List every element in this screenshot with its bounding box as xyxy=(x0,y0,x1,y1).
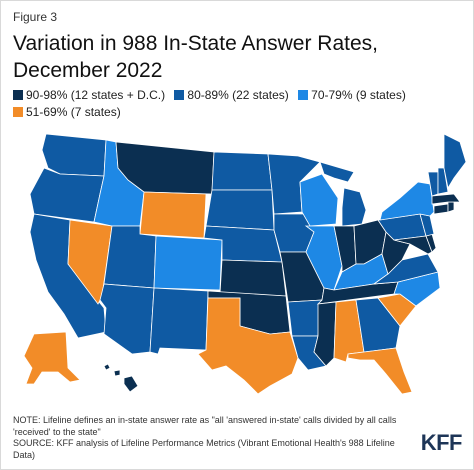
state-nd[interactable] xyxy=(211,151,273,191)
state-ny[interactable] xyxy=(379,181,435,221)
state-fl[interactable] xyxy=(347,347,413,395)
legend-label: 51-69% (7 states) xyxy=(26,105,121,119)
legend-label: 80-89% (22 states) xyxy=(187,88,289,102)
state-co[interactable] xyxy=(153,235,223,291)
state-sd[interactable] xyxy=(205,189,275,231)
state-ct[interactable] xyxy=(433,203,449,215)
legend-item-80-89: 80-89% (22 states) xyxy=(174,87,289,104)
state-hi[interactable] xyxy=(103,363,139,393)
state-wa[interactable] xyxy=(41,133,107,177)
state-nh[interactable] xyxy=(437,167,449,195)
state-or[interactable] xyxy=(29,167,105,223)
figure-label: Figure 3 xyxy=(13,10,58,24)
state-ga[interactable] xyxy=(355,297,401,353)
source-text: SOURCE: KFF analysis of Lifeline Perform… xyxy=(13,438,395,460)
legend-swatch xyxy=(13,90,23,100)
legend-label: 90-98% (12 states + D.C.) xyxy=(26,88,166,102)
state-ks[interactable] xyxy=(219,259,287,297)
state-az[interactable] xyxy=(99,283,155,355)
legend-item-51-69: 51-69% (7 states) xyxy=(13,104,121,121)
state-ut[interactable] xyxy=(103,225,157,289)
us-map-svg xyxy=(23,133,466,395)
state-wi[interactable] xyxy=(299,173,339,227)
state-md[interactable] xyxy=(393,235,433,255)
chart-title: Variation in 988 In-State Answer Rates, … xyxy=(13,32,378,82)
us-map xyxy=(8,128,466,396)
legend-label: 70-79% (9 states) xyxy=(311,88,406,102)
legend-swatch xyxy=(13,107,23,117)
state-ma[interactable] xyxy=(431,193,461,205)
legend-swatch xyxy=(174,90,185,100)
legend-item-90-98: 90-98% (12 states + D.C.) xyxy=(13,87,165,104)
state-ak[interactable] xyxy=(23,331,81,385)
state-me[interactable] xyxy=(443,133,466,190)
kff-logo: KFF xyxy=(420,430,463,455)
state-ri[interactable] xyxy=(447,201,455,213)
legend-swatch xyxy=(298,90,309,100)
state-tx[interactable] xyxy=(197,297,299,395)
state-wy[interactable] xyxy=(139,191,207,239)
state-ar[interactable] xyxy=(287,299,323,337)
legend: 90-98% (12 states + D.C.) 80-89% (22 sta… xyxy=(13,87,463,121)
state-nm[interactable] xyxy=(149,287,209,355)
legend-item-70-79: 70-79% (9 states) xyxy=(298,87,406,104)
notes: NOTE: Lifeline defines an in-state answe… xyxy=(13,415,403,461)
note-text: NOTE: Lifeline defines an in-state answe… xyxy=(13,415,397,437)
